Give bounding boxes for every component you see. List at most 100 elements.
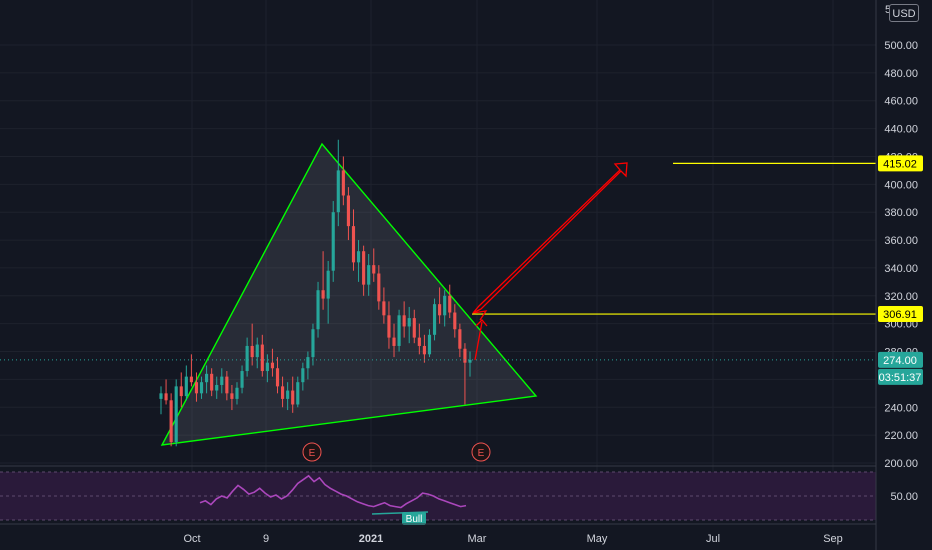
candle-body <box>448 295 452 313</box>
candle-body <box>159 393 163 399</box>
candle-body <box>377 273 381 302</box>
candle-body <box>205 373 209 383</box>
candlestick-series <box>0 139 876 447</box>
time-tick-label: Jul <box>706 533 720 545</box>
candle-body <box>169 400 173 443</box>
candle-body <box>275 368 280 387</box>
candle-body <box>372 265 376 274</box>
earnings-event-marker[interactable] <box>471 442 491 462</box>
candle-body <box>250 345 254 358</box>
candle-body <box>225 376 229 394</box>
candle-body <box>346 195 350 227</box>
rsi-axis-label: 50.00 <box>890 491 918 503</box>
short-up-arrow-shaft[interactable] <box>474 321 483 361</box>
candle-body <box>432 304 437 335</box>
candle-body <box>240 371 244 388</box>
candle-body <box>164 393 168 401</box>
candle-body <box>306 357 310 369</box>
candle-body <box>316 290 320 330</box>
candle-body <box>281 386 285 399</box>
time-tick-label: Oct <box>183 533 200 545</box>
price-tick-label: 400.00 <box>884 179 918 191</box>
price-axis[interactable]: 500.00480.00460.00440.00420.00400.00380.… <box>875 0 932 550</box>
candle-body <box>326 270 330 299</box>
candle-body <box>220 376 224 385</box>
candle-body <box>412 318 416 338</box>
candle-body <box>427 334 432 355</box>
price-tick-label: 380.00 <box>884 207 918 219</box>
earnings-event-label: E <box>478 448 485 459</box>
candle-body <box>397 315 401 346</box>
candle-body <box>235 387 239 399</box>
projection-arrows[interactable] <box>472 162 628 361</box>
candle-body <box>407 318 411 327</box>
price-badge-bg <box>878 155 923 172</box>
time-tick-label: May <box>587 533 608 545</box>
candle-body <box>336 170 340 213</box>
candle-body <box>402 315 406 327</box>
time-axis[interactable]: Oct 9 2021 Mar May Jul Sep <box>0 523 876 545</box>
candle-body <box>230 393 234 399</box>
candle-body <box>189 376 193 383</box>
candle-body <box>215 384 219 391</box>
candle-body <box>356 251 361 263</box>
candle-body <box>301 368 305 383</box>
triangle-pattern[interactable] <box>160 142 538 446</box>
rsi-pane: Bull <box>0 465 876 525</box>
rsi-line <box>199 474 467 509</box>
earnings-event-label: E <box>309 448 316 459</box>
triangle-drawing[interactable] <box>160 142 538 446</box>
price-badge-bg <box>878 306 923 323</box>
candle-body <box>210 373 214 391</box>
candle-body <box>194 382 199 394</box>
candle-body <box>387 315 391 338</box>
price-tick-label: 220.00 <box>884 430 918 442</box>
candle-body <box>367 265 371 285</box>
price-tick-label: 440.00 <box>884 124 918 136</box>
bull-tag: Bull <box>406 514 423 525</box>
price-badge: 306.91 <box>883 309 917 321</box>
candle-body <box>270 362 275 369</box>
candle-body <box>468 359 472 363</box>
horizontal-levels[interactable] <box>472 162 876 315</box>
candle-body <box>291 390 295 405</box>
grid-lines <box>0 0 876 520</box>
candle-body <box>174 386 178 443</box>
candle-body <box>245 345 249 372</box>
candle-body <box>260 344 264 372</box>
candle-body <box>331 212 335 271</box>
candle-body <box>463 348 467 363</box>
currency-button[interactable]: USD <box>889 4 919 22</box>
price-badge: 03:51:37 <box>879 372 922 384</box>
candle-body <box>443 295 447 316</box>
candle-body <box>179 386 183 397</box>
price-axis-bg <box>876 0 932 550</box>
candle-body <box>321 290 325 299</box>
candle-body <box>438 304 442 316</box>
candle-body <box>286 390 290 399</box>
price-tick-label: 200.00 <box>884 458 918 470</box>
price-tick-label: 480.00 <box>884 68 918 80</box>
candle-body <box>311 329 315 358</box>
price-tick-label: 240.00 <box>884 402 918 414</box>
price-tick-label: 340.00 <box>884 263 918 275</box>
candle-body <box>422 345 426 355</box>
short-up-arrow-head[interactable] <box>475 319 488 327</box>
price-tick-label: 320.00 <box>884 291 918 303</box>
bull-tag-bg <box>402 512 426 525</box>
time-tick-label: Sep <box>823 533 843 545</box>
candle-body <box>184 376 188 397</box>
price-badge-bg <box>878 368 923 385</box>
price-tick-label: 500.00 <box>884 40 918 52</box>
candle-body <box>382 301 386 316</box>
breakout-arrow-head[interactable] <box>472 310 488 321</box>
candle-body <box>199 382 204 394</box>
earnings-event-marker[interactable] <box>302 442 322 462</box>
price-axis-top-label: 5 <box>885 4 891 16</box>
price-tick-label: 360.00 <box>884 235 918 247</box>
candle-body <box>417 337 421 346</box>
candle-body <box>453 312 457 330</box>
breakout-projection-arrow[interactable] <box>472 162 628 314</box>
